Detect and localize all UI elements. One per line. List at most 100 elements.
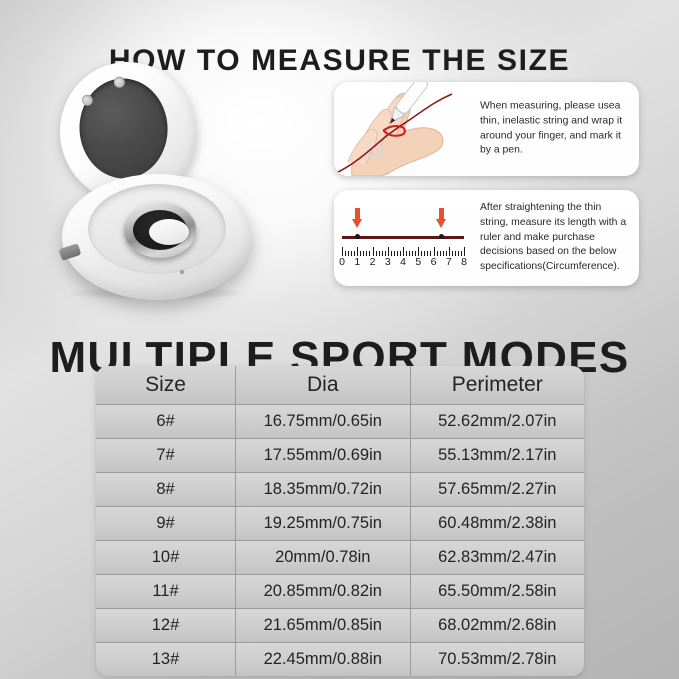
product-photo-charging-case <box>38 54 328 300</box>
cell-perimeter: 60.48mm/2.38in <box>410 507 584 541</box>
cell-dia: 17.55mm/0.69in <box>236 439 411 473</box>
ruler-tick-label: 0 <box>339 256 345 268</box>
table-header-row: Size Dia Perimeter <box>96 366 584 405</box>
ruler-arrow-end-icon <box>436 208 446 228</box>
ruler-tick <box>445 251 447 256</box>
ruler-tick <box>464 247 465 256</box>
instruction-card-string-text: When measuring, please usea thin, inelas… <box>480 100 623 156</box>
table-row: 7# 17.55mm/0.69in 55.13mm/2.17in <box>96 439 584 473</box>
table-row: 8# 18.35mm/0.72in 57.65mm/2.27in <box>96 473 584 507</box>
cell-dia: 19.25mm/0.75in <box>236 507 411 541</box>
ruler-tick <box>436 251 438 256</box>
ruler-tick <box>460 251 462 256</box>
case-base <box>58 174 252 300</box>
ruler-tick <box>427 251 429 256</box>
column-header-dia: Dia <box>236 366 411 405</box>
cell-dia: 18.35mm/0.72in <box>236 473 411 507</box>
cell-perimeter: 57.65mm/2.27in <box>410 473 584 507</box>
ruler-tick <box>357 247 359 256</box>
table-row: 13# 22.45mm/0.88in 70.53mm/2.78in <box>96 643 584 676</box>
string-mark-start <box>355 234 360 239</box>
ruler-tick-label: 3 <box>384 256 391 268</box>
hand-illustration <box>334 82 453 176</box>
ruler-tick <box>372 247 374 256</box>
ruler-tick-label: 4 <box>400 256 406 268</box>
ruler-tick-label: 7 <box>445 256 452 268</box>
ruler-tick <box>424 251 426 256</box>
cell-size: 6# <box>96 405 237 439</box>
table-row: 6# 16.75mm/0.65in 52.62mm/2.07in <box>96 405 584 439</box>
ruler-tick <box>360 251 362 256</box>
ruler-tick <box>363 251 365 256</box>
cell-dia: 20.85mm/0.82in <box>236 575 411 609</box>
case-lid-inner-pad <box>76 76 171 181</box>
ruler-tick <box>409 251 411 256</box>
table-row: 9# 19.25mm/0.75in 60.48mm/2.38in <box>96 507 584 541</box>
column-header-size: Size <box>96 366 237 405</box>
ruler-tick <box>406 251 408 256</box>
ruler-tick-label: 5 <box>415 256 422 268</box>
table-row: 11# 20.85mm/0.82in 65.50mm/2.58in <box>96 575 584 609</box>
ruler-tick-label: 6 <box>430 256 437 268</box>
instruction-card-ruler-text: After straightening the thin string, mea… <box>480 202 627 273</box>
ruler-tick <box>369 251 371 256</box>
column-header-perimeter: Perimeter <box>410 366 584 405</box>
ruler-tick <box>412 251 414 256</box>
cell-perimeter: 65.50mm/2.58in <box>410 575 584 609</box>
ruler-tick <box>399 251 401 256</box>
ruler-tick <box>390 251 392 256</box>
smart-ring-inner-cap <box>149 219 189 245</box>
ruler-tick <box>415 251 417 256</box>
ruler-tick <box>378 251 380 256</box>
cell-perimeter: 62.83mm/2.47in <box>410 541 584 575</box>
ruler-tick <box>454 251 456 256</box>
cell-perimeter: 52.62mm/2.07in <box>410 405 584 439</box>
ruler-tick <box>384 251 386 256</box>
ruler-tick <box>345 251 347 256</box>
ruler-tick <box>457 251 459 256</box>
ruler-tick <box>430 251 432 256</box>
string-mark-end <box>439 234 444 239</box>
table-row: 10# 20mm/0.78in 62.83mm/2.47in <box>96 541 584 575</box>
ruler-tick <box>421 251 423 256</box>
ruler-tick <box>342 247 343 256</box>
smart-ring <box>124 202 196 258</box>
case-led-indicator <box>180 270 184 274</box>
cell-size: 9# <box>96 507 237 541</box>
cell-size: 10# <box>96 541 237 575</box>
cell-perimeter: 70.53mm/2.78in <box>410 643 584 676</box>
cell-dia: 21.65mm/0.85in <box>236 609 411 643</box>
cell-dia: 16.75mm/0.65in <box>236 405 411 439</box>
ruler-arrow-start-icon <box>352 208 362 228</box>
ruler-tick <box>381 251 383 256</box>
ruler-tick-label: 8 <box>461 256 467 268</box>
case-cavity <box>88 184 226 274</box>
ruler-tick <box>351 251 353 256</box>
ruler-tick <box>393 251 395 256</box>
cell-size: 11# <box>96 575 237 609</box>
cell-size: 8# <box>96 473 237 507</box>
ring-size-table: Size Dia Perimeter 6# 16.75mm/0.65in 52.62… <box>96 366 584 676</box>
ruler-tick <box>348 251 350 256</box>
ruler-tick <box>439 251 441 256</box>
table-row: 12# 21.65mm/0.85in 68.02mm/2.68in <box>96 609 584 643</box>
cell-dia: 22.45mm/0.88in <box>236 643 411 676</box>
ruler-tick <box>448 247 450 256</box>
ruler-tick <box>442 251 444 256</box>
ruler-tick <box>366 251 368 256</box>
ruler-ticks <box>342 246 465 256</box>
ruler-tick <box>387 247 389 256</box>
ruler-tick <box>375 251 377 256</box>
instruction-card-string: When measuring, please usea thin, inelas… <box>334 82 639 176</box>
cell-perimeter: 55.13mm/2.17in <box>410 439 584 473</box>
case-charging-port <box>58 243 82 261</box>
cell-size: 7# <box>96 439 237 473</box>
ruler-tick <box>451 251 453 256</box>
ruler-tick <box>403 247 404 256</box>
cell-size: 13# <box>96 643 237 676</box>
ruler-tick <box>354 251 356 256</box>
